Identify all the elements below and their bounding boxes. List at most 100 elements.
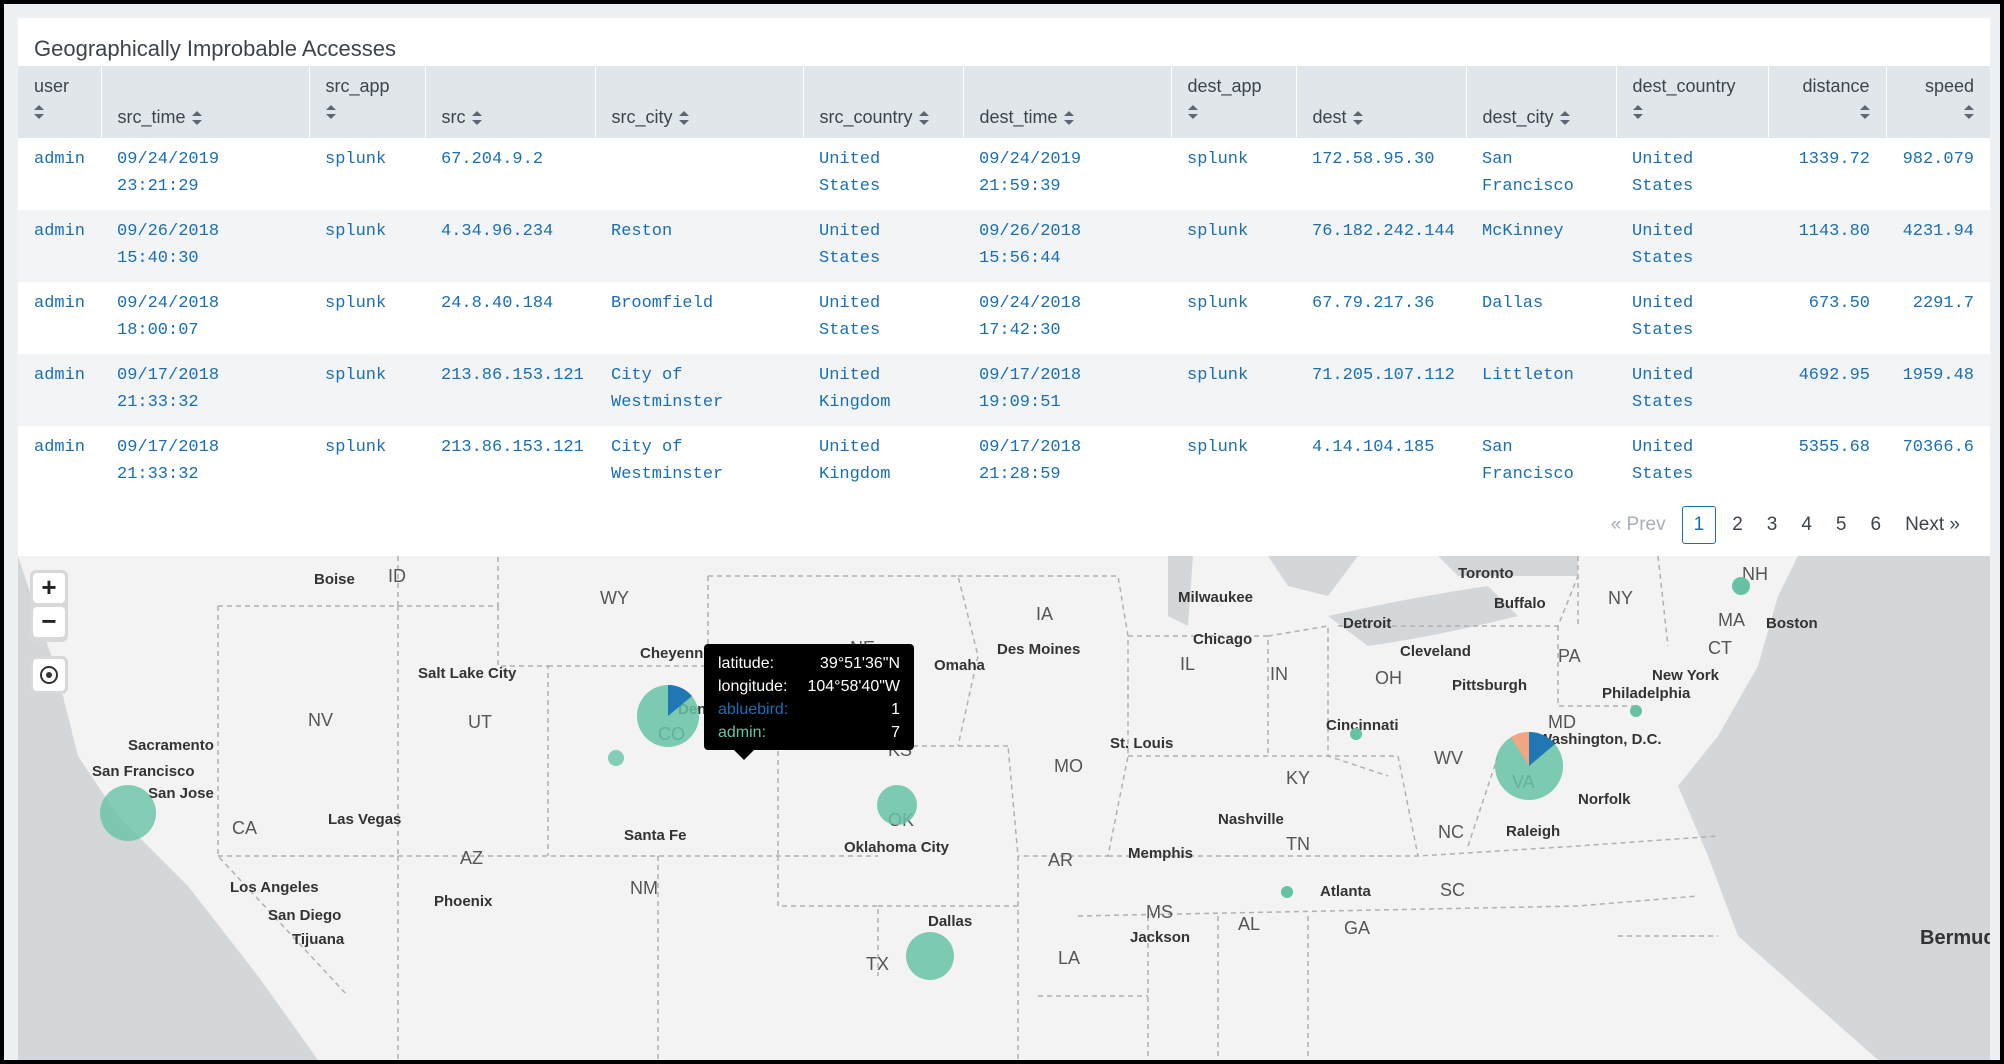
cluster-washington-dc[interactable] xyxy=(1495,731,1563,800)
sort-icon[interactable] xyxy=(1859,105,1870,120)
cell-user[interactable]: admin xyxy=(18,138,101,210)
cell-user[interactable]: admin xyxy=(18,282,101,354)
sort-icon[interactable] xyxy=(1352,111,1363,126)
cell-dest-time[interactable]: 09/24/2018 17:42:30 xyxy=(963,282,1171,354)
cell-src-city[interactable]: Reston xyxy=(595,210,803,282)
cell-distance[interactable]: 4692.95 xyxy=(1768,354,1886,426)
cell-speed[interactable]: 2291.7 xyxy=(1886,282,1990,354)
sort-icon[interactable] xyxy=(1964,105,1974,120)
cell-dest[interactable]: 67.79.217.36 xyxy=(1296,282,1466,354)
zoom-in-button[interactable]: + xyxy=(33,573,65,603)
prev-page-link[interactable]: « Prev xyxy=(1610,514,1666,535)
column-header-dest-time[interactable]: dest_time xyxy=(962,66,1171,138)
page-link-3[interactable]: 3 xyxy=(1766,514,1778,535)
column-header-src-country[interactable]: src_country xyxy=(802,66,963,138)
sort-icon[interactable] xyxy=(678,111,689,126)
column-header-src-time[interactable]: src_time xyxy=(100,66,309,138)
cluster-denver[interactable] xyxy=(637,684,699,747)
cell-src-city[interactable]: City of Westminster xyxy=(595,426,803,498)
page-link-1[interactable]: 1 xyxy=(1681,506,1717,544)
locate-icon[interactable] xyxy=(33,659,65,691)
sort-icon[interactable] xyxy=(191,111,202,126)
cluster-kansas[interactable] xyxy=(877,785,917,825)
cell-src-time[interactable]: 09/17/2018 21:33:32 xyxy=(101,354,309,426)
column-header-speed[interactable]: speed xyxy=(1885,66,1990,138)
sort-icon[interactable] xyxy=(918,111,929,126)
column-header-dest-app[interactable]: dest_app xyxy=(1170,66,1296,138)
cell-src-country[interactable]: United Kingdom xyxy=(803,426,963,498)
cell-src-app[interactable]: splunk xyxy=(309,138,425,210)
cell-src[interactable]: 4.34.96.234 xyxy=(425,210,595,282)
cell-user[interactable]: admin xyxy=(18,210,101,282)
cell-src-app[interactable]: splunk xyxy=(309,282,425,354)
cell-src-time[interactable]: 09/24/2019 23:21:29 xyxy=(101,138,309,210)
cluster-new-york[interactable] xyxy=(1630,705,1642,717)
cell-dest-time[interactable]: 09/17/2018 19:09:51 xyxy=(963,354,1171,426)
column-header-user[interactable]: user xyxy=(18,66,101,138)
cell-dest-country[interactable]: United States xyxy=(1616,426,1768,498)
cluster-dallas[interactable] xyxy=(906,932,954,980)
cluster-small-co[interactable] xyxy=(608,750,624,766)
column-header-dest[interactable]: dest xyxy=(1295,66,1466,138)
cell-src-city[interactable]: Broomfield xyxy=(595,282,803,354)
cell-dest-city[interactable]: McKinney xyxy=(1466,210,1616,282)
cell-dest-app[interactable]: splunk xyxy=(1171,282,1296,354)
cell-distance[interactable]: 673.50 xyxy=(1768,282,1886,354)
cell-dest[interactable]: 76.182.242.144 xyxy=(1296,210,1466,282)
cell-distance[interactable]: 1339.72 xyxy=(1768,138,1886,210)
cell-dest[interactable]: 172.58.95.30 xyxy=(1296,138,1466,210)
cluster-map[interactable]: IDWYIANHNYMACTPANEILINOHNVUTCOKSMOWVKYVA… xyxy=(18,556,1990,1060)
cell-src-time[interactable]: 09/26/2018 15:40:30 xyxy=(101,210,309,282)
next-page-link[interactable]: Next » xyxy=(1905,514,1960,535)
cell-speed[interactable]: 982.079 xyxy=(1886,138,1990,210)
cell-src-city[interactable] xyxy=(595,138,803,210)
page-link-2[interactable]: 2 xyxy=(1732,514,1743,535)
cell-dest-city[interactable]: San Francisco xyxy=(1466,138,1616,210)
cell-dest-country[interactable]: United States xyxy=(1616,210,1768,282)
cell-dest[interactable]: 71.205.107.112 xyxy=(1296,354,1466,426)
cell-dest[interactable]: 4.14.104.185 xyxy=(1296,426,1466,498)
cell-src[interactable]: 67.204.9.2 xyxy=(425,138,595,210)
sort-icon[interactable] xyxy=(1632,105,1643,120)
page-link-5[interactable]: 5 xyxy=(1835,514,1847,535)
cell-speed[interactable]: 4231.94 xyxy=(1886,210,1990,282)
cell-src-country[interactable]: United States xyxy=(803,210,963,282)
cell-src-country[interactable]: United States xyxy=(803,282,963,354)
cluster-ohio[interactable] xyxy=(1350,728,1362,740)
column-header-src-app[interactable]: src_app xyxy=(308,66,425,138)
page-link-4[interactable]: 4 xyxy=(1801,514,1812,535)
sort-icon[interactable] xyxy=(1187,105,1198,120)
sort-icon[interactable] xyxy=(1063,111,1074,126)
cell-dest-app[interactable]: splunk xyxy=(1171,138,1296,210)
sort-icon[interactable] xyxy=(1559,111,1570,126)
cell-src-country[interactable]: United States xyxy=(803,138,963,210)
cell-src[interactable]: 213.86.153.121 xyxy=(425,426,595,498)
cluster-markers[interactable] xyxy=(100,577,1750,980)
cell-speed[interactable]: 1959.48 xyxy=(1886,354,1990,426)
cell-user[interactable]: admin xyxy=(18,426,101,498)
cell-distance[interactable]: 5355.68 xyxy=(1768,426,1886,498)
sort-icon[interactable] xyxy=(325,105,336,120)
cell-dest-country[interactable]: United States xyxy=(1616,138,1768,210)
cell-dest-app[interactable]: splunk xyxy=(1171,354,1296,426)
page-link-6[interactable]: 6 xyxy=(1870,514,1882,535)
cell-src-app[interactable]: splunk xyxy=(309,210,425,282)
column-header-src[interactable]: src xyxy=(424,66,595,138)
cell-speed[interactable]: 70366.6 xyxy=(1886,426,1990,498)
cluster-tennessee[interactable] xyxy=(1281,886,1293,898)
cell-src-app[interactable]: splunk xyxy=(309,354,425,426)
cell-src-time[interactable]: 09/24/2018 18:00:07 xyxy=(101,282,309,354)
zoom-out-button[interactable]: − xyxy=(33,607,65,637)
column-header-dest-country[interactable]: dest_country xyxy=(1615,66,1768,138)
cluster-boston[interactable] xyxy=(1732,577,1750,595)
cell-distance[interactable]: 1143.80 xyxy=(1768,210,1886,282)
cell-dest-country[interactable]: United States xyxy=(1616,282,1768,354)
cell-dest-time[interactable]: 09/24/2019 21:59:39 xyxy=(963,138,1171,210)
map-canvas[interactable]: IDWYIANHNYMACTPANEILINOHNVUTCOKSMOWVKYVA… xyxy=(18,556,1990,1060)
cell-dest-time[interactable]: 09/26/2018 15:56:44 xyxy=(963,210,1171,282)
cell-dest-city[interactable]: San Francisco xyxy=(1466,426,1616,498)
cell-src[interactable]: 213.86.153.121 xyxy=(425,354,595,426)
cell-src-city[interactable]: City of Westminster xyxy=(595,354,803,426)
cell-dest-app[interactable]: splunk xyxy=(1171,426,1296,498)
cell-dest-city[interactable]: Dallas xyxy=(1466,282,1616,354)
